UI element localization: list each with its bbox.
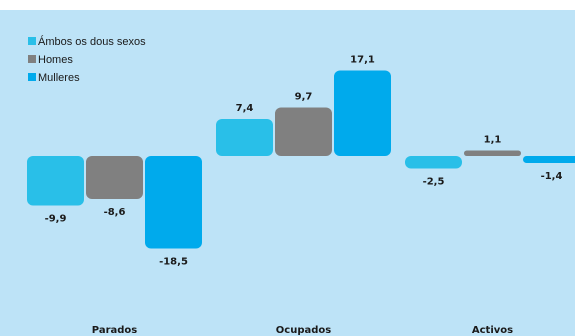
categories-layer: Parados Ocupados Activos <box>92 325 513 336</box>
bar-parados-1 <box>86 156 143 199</box>
bar-activos-1 <box>464 150 521 156</box>
data-label: 9,7 <box>295 92 313 103</box>
labels-layer: -9,9 -8,6 -18,5 7,4 9,7 17,1 -2,5 1,1 -1,4 <box>45 55 563 268</box>
bar-activos-0 <box>405 156 462 169</box>
legend-label: Homes <box>38 54 73 66</box>
data-label: -18,5 <box>159 257 188 268</box>
bar-parados-2 <box>145 156 202 249</box>
data-label: 7,4 <box>236 103 254 114</box>
legend-swatch <box>28 55 36 63</box>
bar-activos-2 <box>523 156 575 163</box>
category-label: Ocupados <box>276 325 331 336</box>
bar-ocupados-0 <box>216 119 273 156</box>
legend-label: Ámbos os dous sexos <box>38 35 146 48</box>
top-margin <box>0 0 575 10</box>
legend-swatch <box>28 73 36 81</box>
data-label: 17,1 <box>350 55 375 66</box>
legend-swatch <box>28 37 36 45</box>
data-label: -8,6 <box>104 207 126 218</box>
category-label: Activos <box>472 325 513 336</box>
category-label: Parados <box>92 325 138 336</box>
legend: Ámbos os dous sexos Homes Mulleres <box>28 35 146 84</box>
data-label: -9,9 <box>45 214 67 225</box>
bars-layer <box>27 70 575 249</box>
data-label: -2,5 <box>423 177 445 188</box>
data-label: -1,4 <box>541 171 563 182</box>
bar-ocupados-1 <box>275 107 332 156</box>
data-label: 1,1 <box>484 135 502 146</box>
bar-ocupados-2 <box>334 70 391 156</box>
legend-label: Mulleres <box>38 72 80 84</box>
bar-parados-0 <box>27 156 84 206</box>
